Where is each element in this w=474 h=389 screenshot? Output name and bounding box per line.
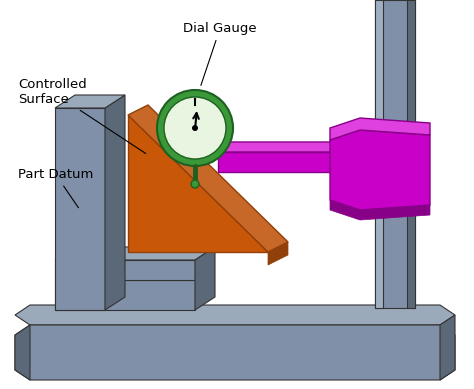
Polygon shape <box>15 305 455 325</box>
Polygon shape <box>55 280 195 310</box>
Polygon shape <box>440 315 455 380</box>
Polygon shape <box>128 105 288 252</box>
Polygon shape <box>268 242 288 265</box>
Polygon shape <box>105 95 125 310</box>
Polygon shape <box>195 247 215 310</box>
Polygon shape <box>15 325 455 380</box>
Polygon shape <box>128 115 268 252</box>
Polygon shape <box>407 0 415 308</box>
Polygon shape <box>15 325 30 380</box>
Polygon shape <box>55 260 195 280</box>
Text: Part Datum: Part Datum <box>18 168 93 208</box>
Polygon shape <box>55 108 105 310</box>
Text: Dial Gauge: Dial Gauge <box>183 22 257 85</box>
Polygon shape <box>55 247 215 260</box>
Circle shape <box>191 180 199 188</box>
Polygon shape <box>375 0 415 308</box>
Circle shape <box>164 97 226 159</box>
Circle shape <box>192 125 198 131</box>
Polygon shape <box>128 242 288 252</box>
Circle shape <box>157 90 233 166</box>
Polygon shape <box>330 118 430 140</box>
Polygon shape <box>330 130 430 210</box>
Polygon shape <box>218 142 350 152</box>
Polygon shape <box>55 95 125 108</box>
Text: Controlled
Surface: Controlled Surface <box>18 78 146 154</box>
Polygon shape <box>330 200 430 220</box>
Polygon shape <box>375 0 383 308</box>
Polygon shape <box>218 152 340 172</box>
